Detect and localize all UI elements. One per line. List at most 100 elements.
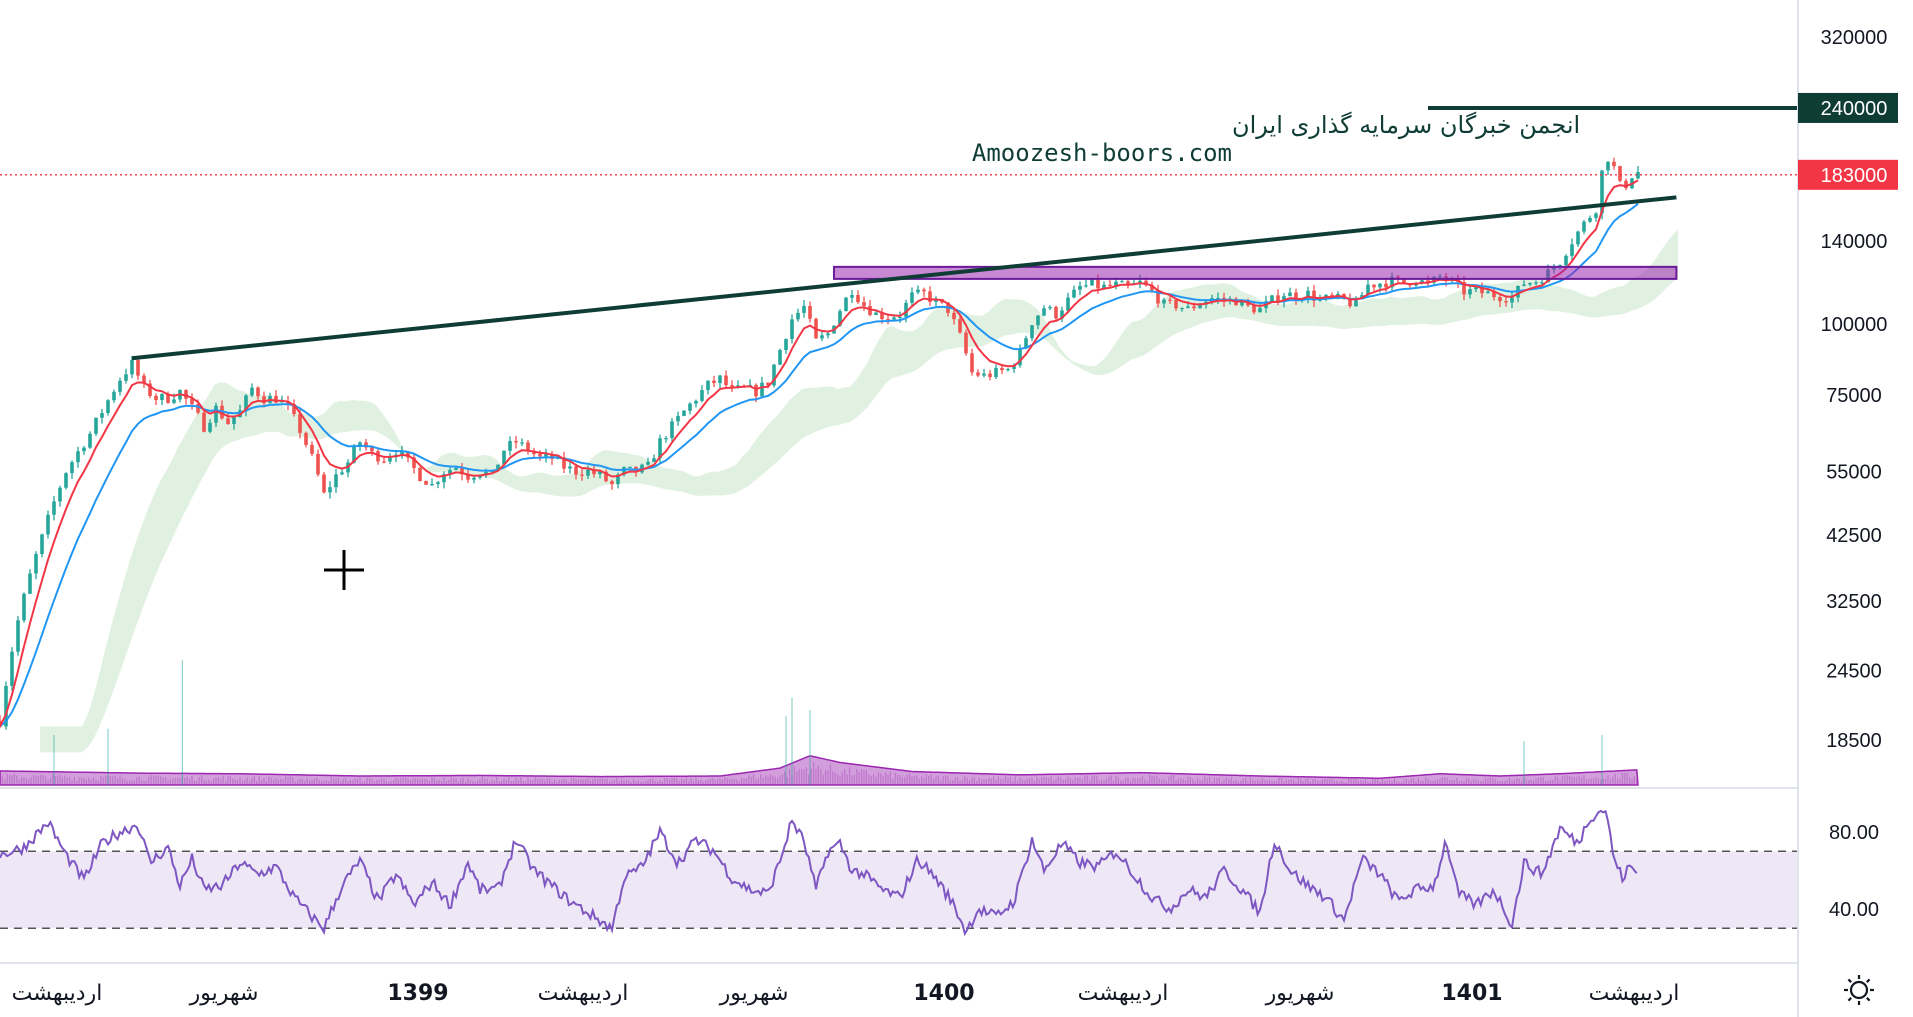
cloud-segment [58,726,64,753]
candle-body [1624,180,1628,189]
cloud-segment [1312,300,1318,327]
cloud-segment [286,410,292,437]
candle-body [1108,284,1112,286]
cloud-segment [64,726,70,753]
cloud-segment [574,470,580,497]
candle-body [1540,282,1544,284]
cloud-segment [1534,279,1540,310]
candle-body [1072,289,1076,298]
candle-body [1462,282,1466,295]
price-axis[interactable]: 320000 240000 183000 140000 100000 75000 55000… [1798,27,1898,752]
candle-body [1174,300,1178,309]
cloud-segment [850,380,856,422]
gear-icon[interactable] [1844,975,1874,1005]
cloud-segment [814,387,820,433]
candle-body [454,467,458,470]
rsi-axis[interactable]: 80.00 40.00 [1829,822,1879,921]
candle-body [544,453,548,457]
candle-body [976,372,980,376]
candle-body [706,380,710,391]
candle-body [1036,315,1040,326]
candle-body [1564,255,1568,266]
candle-body [40,534,44,555]
cloud-segment [1366,298,1372,328]
cloud-segment [364,400,370,431]
moving-average-fast [0,179,1639,727]
candle-body [526,442,530,452]
candle-body [826,333,830,336]
cloud-segment [994,301,1000,341]
candle-body [496,464,500,471]
cloud-segment [1402,297,1408,326]
cloud-segment [514,474,520,491]
cloud-segment [874,337,880,399]
resistance-zone[interactable] [833,265,1678,280]
cloud-segment [1420,296,1426,324]
cloud-segment [1048,325,1054,349]
cloud-segment [382,412,388,439]
candle-body [514,441,518,443]
cloud-segment [778,407,784,462]
cloud-segment [1138,317,1144,358]
candle-body [190,398,194,405]
candle-body [448,469,452,475]
cloud-segment [544,472,550,495]
candle-body [172,399,176,403]
last-price-label: 183000 [1821,165,1888,187]
candle-body [418,467,422,482]
cloud-segment [580,464,586,496]
cloud-segment [1390,296,1396,326]
candle-body [442,474,446,483]
cloud-segment [1450,292,1456,323]
time-axis[interactable]: اردیبهشت شهریور 1399 اردیبهشت شهریور 1400 اردی… [12,981,1680,1006]
cloud-segment [130,541,136,644]
candle-body [958,319,962,333]
cloud-segment [178,436,184,526]
cloud-segment [886,325,892,384]
candle-body [730,385,734,388]
candle-body [376,451,380,462]
cloud-segment [676,470,682,492]
candle-body [316,453,320,475]
candle-body [202,412,206,432]
candle-body [1522,284,1526,286]
trendline[interactable] [131,195,1677,361]
candle-body [1372,284,1376,288]
price-tag-240000 [1798,92,1898,123]
cloud-segment [502,465,508,486]
candle-body [1336,293,1340,296]
time-tick-label: 1399 [387,981,448,1006]
candle-body [424,481,428,485]
cloud-segment [1504,282,1510,314]
cloud-segment [1384,296,1390,327]
cloud-segment [1582,294,1588,318]
candle-body [136,359,140,376]
cloud-segment [538,472,544,494]
cloud-segment [946,307,952,350]
candle-body [1474,287,1478,290]
cloud-segment [1282,303,1288,327]
last-price-tag [1798,159,1898,190]
cloud-segment [1018,299,1024,334]
candle-body [1150,285,1154,291]
cloud-segment [1090,365,1096,376]
cloud-segment [736,456,742,494]
candle-body [622,467,626,475]
candle-body [928,291,932,302]
cloud-segment [190,415,196,502]
candle-body [1402,278,1406,284]
candle-body [1048,306,1052,309]
candle-body [1612,161,1616,167]
candle-body [298,413,302,433]
cloud-segment [742,451,748,490]
candle-body [388,456,392,462]
cloud-segment [934,307,940,356]
cloud-segment [520,475,526,492]
candle-body [1576,231,1580,245]
candle-body [652,458,656,462]
candle-body [250,387,254,396]
cloud-segment [184,425,190,514]
candle-body [994,367,998,378]
cloud-segment [550,474,556,496]
